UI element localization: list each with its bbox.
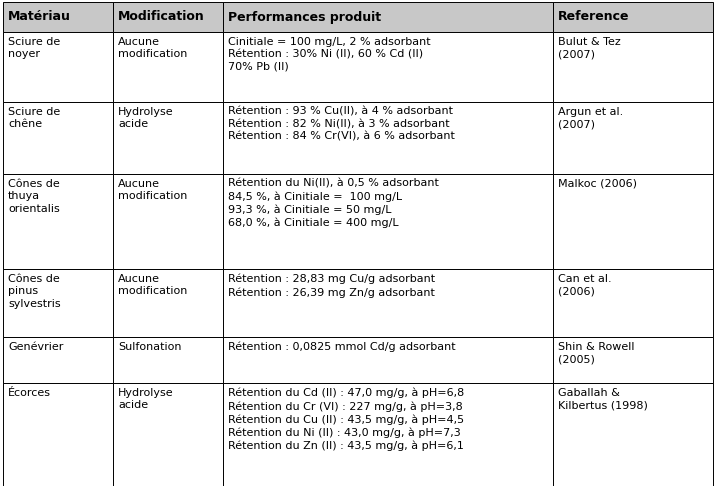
Text: Gaballah &
Kilbertus (1998): Gaballah & Kilbertus (1998) bbox=[558, 388, 648, 410]
Text: Shin & Rowell
(2005): Shin & Rowell (2005) bbox=[558, 342, 634, 364]
Bar bbox=[3, 32, 113, 102]
Bar bbox=[3, 337, 113, 383]
Text: Hydrolyse
acide: Hydrolyse acide bbox=[118, 107, 173, 129]
Text: Can et al.
(2006): Can et al. (2006) bbox=[558, 274, 611, 296]
Text: Aucune
modification: Aucune modification bbox=[118, 179, 188, 201]
Bar bbox=[113, 2, 223, 32]
Text: Cinitiale = 100 mg/L, 2 % adsorbant
Rétention : 30% Ni (II), 60 % Cd (II)
70% Pb: Cinitiale = 100 mg/L, 2 % adsorbant Réte… bbox=[228, 37, 430, 72]
Text: Rétention : 93 % Cu(II), à 4 % adsorbant
Rétention : 82 % Ni(II), à 3 % adsorban: Rétention : 93 % Cu(II), à 4 % adsorbant… bbox=[228, 107, 455, 142]
Bar bbox=[3, 269, 113, 337]
Bar bbox=[3, 2, 113, 32]
Text: Rétention : 0,0825 mmol Cd/g adsorbant: Rétention : 0,0825 mmol Cd/g adsorbant bbox=[228, 342, 455, 352]
Text: Cônes de
pinus
sylvestris: Cônes de pinus sylvestris bbox=[8, 274, 61, 309]
Bar bbox=[553, 269, 713, 337]
Text: Sulfonation: Sulfonation bbox=[118, 342, 181, 352]
Bar bbox=[3, 102, 113, 174]
Bar bbox=[113, 102, 223, 174]
Bar bbox=[223, 337, 553, 383]
Bar bbox=[113, 32, 223, 102]
Bar bbox=[223, 383, 553, 486]
Text: Aucune
modification: Aucune modification bbox=[118, 37, 188, 59]
Text: Bulut & Tez
(2007): Bulut & Tez (2007) bbox=[558, 37, 621, 59]
Bar bbox=[553, 32, 713, 102]
Bar bbox=[113, 383, 223, 486]
Text: Malkoc (2006): Malkoc (2006) bbox=[558, 179, 637, 189]
Bar bbox=[113, 269, 223, 337]
Bar bbox=[553, 2, 713, 32]
Bar bbox=[3, 383, 113, 486]
Bar bbox=[553, 383, 713, 486]
Bar bbox=[223, 174, 553, 269]
Text: Performances produit: Performances produit bbox=[228, 11, 381, 23]
Text: Cônes de
thuya
orientalis: Cônes de thuya orientalis bbox=[8, 179, 59, 214]
Text: Hydrolyse
acide: Hydrolyse acide bbox=[118, 388, 173, 410]
Bar bbox=[3, 174, 113, 269]
Text: Modification: Modification bbox=[118, 11, 205, 23]
Text: Matériau: Matériau bbox=[8, 11, 71, 23]
Bar bbox=[113, 174, 223, 269]
Bar bbox=[223, 2, 553, 32]
Text: Aucune
modification: Aucune modification bbox=[118, 274, 188, 296]
Bar bbox=[223, 269, 553, 337]
Text: Rétention : 28,83 mg Cu/g adsorbant
Rétention : 26,39 mg Zn/g adsorbant: Rétention : 28,83 mg Cu/g adsorbant Réte… bbox=[228, 274, 435, 297]
Bar bbox=[223, 32, 553, 102]
Text: Rétention du Cd (II) : 47,0 mg/g, à pH=6,8
Rétention du Cr (VI) : 227 mg/g, à pH: Rétention du Cd (II) : 47,0 mg/g, à pH=6… bbox=[228, 388, 464, 451]
Text: Rétention du Ni(II), à 0,5 % adsorbant
84,5 %, à Cinitiale =  100 mg/L
93,3 %, à: Rétention du Ni(II), à 0,5 % adsorbant 8… bbox=[228, 179, 439, 228]
Bar bbox=[553, 174, 713, 269]
Text: Reference: Reference bbox=[558, 11, 629, 23]
Text: Sciure de
chêne: Sciure de chêne bbox=[8, 107, 60, 129]
Bar bbox=[553, 102, 713, 174]
Text: Argun et al.
(2007): Argun et al. (2007) bbox=[558, 107, 623, 129]
Bar bbox=[113, 337, 223, 383]
Text: Genévrier: Genévrier bbox=[8, 342, 64, 352]
Text: Sciure de
noyer: Sciure de noyer bbox=[8, 37, 60, 59]
Text: Écorces: Écorces bbox=[8, 388, 51, 398]
Bar bbox=[223, 102, 553, 174]
Bar bbox=[553, 337, 713, 383]
